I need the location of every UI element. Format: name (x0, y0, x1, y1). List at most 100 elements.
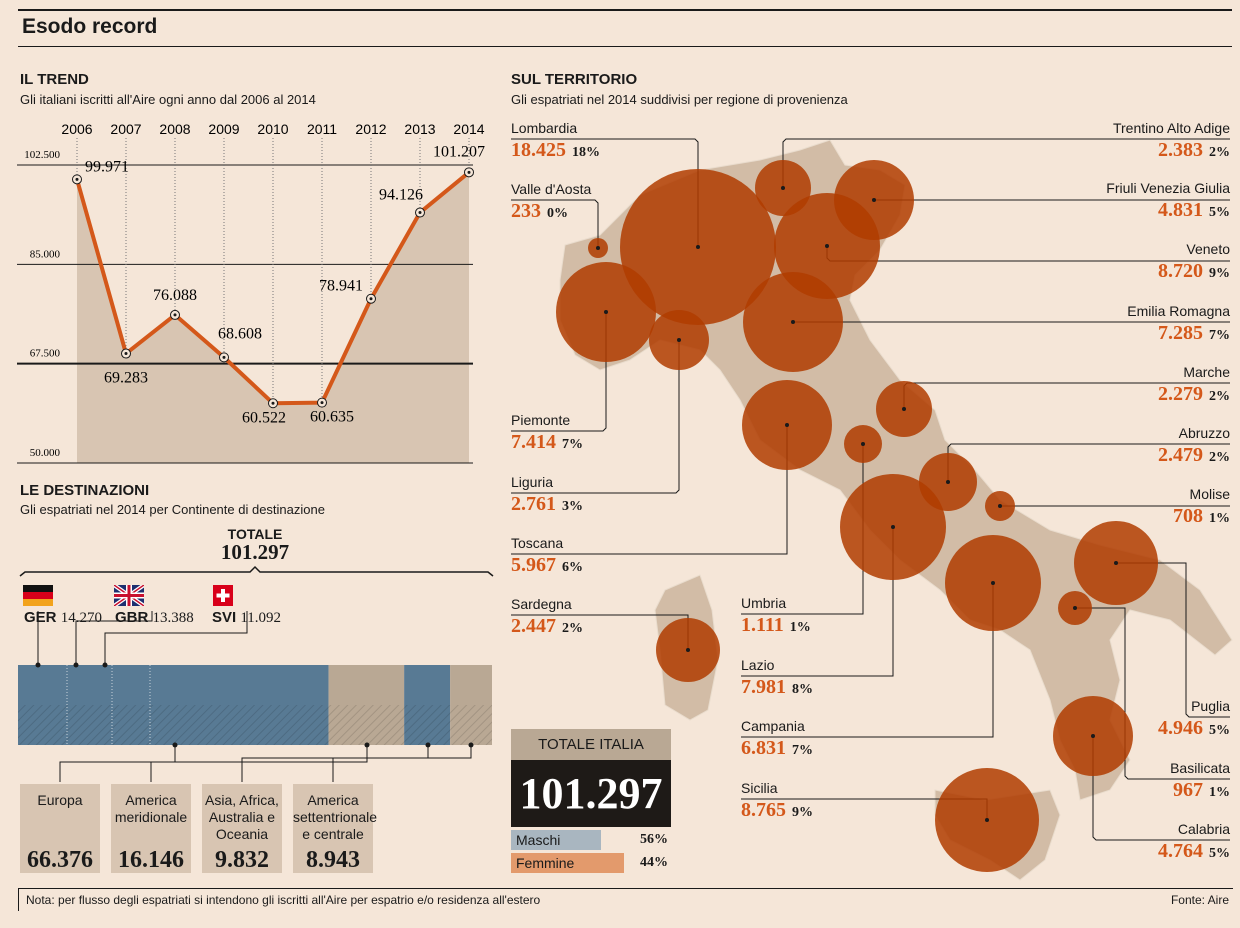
leader-dot (102, 662, 108, 668)
region-value: 8.765 (741, 799, 786, 821)
region-value: 708 (1173, 505, 1203, 527)
y-tick-label: 67.500 (30, 348, 61, 360)
total-label: TOTALE (227, 526, 283, 542)
x-tick-label: 2006 (61, 121, 92, 137)
bubble-center-dot (604, 310, 608, 314)
region-label-puglia: Puglia 4.946 5% (1158, 698, 1230, 740)
totale-italia-label: TOTALE ITALIA (511, 729, 671, 761)
continent-name: America meridionale (114, 792, 188, 825)
footer-note: Nota: per flusso degli espatriati si int… (26, 893, 541, 907)
bar-segment-hatch (450, 705, 492, 745)
trend-heading: IL TREND (20, 71, 89, 88)
region-label-marche: Marche 2.279 2% (1158, 364, 1230, 406)
region-label-friuli-venezia-giulia: Friuli Venezia Giulia 4.831 5% (1106, 180, 1230, 222)
region-value: 5.967 (511, 554, 556, 576)
trend-subtitle: Gli italiani iscritti all'Aire ogni anno… (20, 92, 316, 107)
totale-italia-value: 101.297 (511, 760, 671, 827)
region-pct: 2% (1209, 145, 1230, 160)
female-pct: 44% (640, 855, 668, 870)
region-label-lombardia: Lombardia 18.425 18% (511, 120, 600, 162)
region-pct: 6% (562, 560, 583, 575)
region-value: 2.761 (511, 493, 556, 515)
region-value: 967 (1173, 779, 1203, 801)
leader-piemonte (511, 312, 607, 432)
country-value: 14.270 (60, 610, 102, 626)
male-label: Maschi (516, 832, 561, 848)
leader-dot (73, 662, 79, 668)
data-label: 101.207 (433, 143, 485, 160)
x-tick-label: 2011 (307, 121, 337, 137)
destinations-bar (18, 565, 494, 782)
region-name: Valle d'Aosta (511, 181, 592, 197)
region-value: 4.946 (1158, 717, 1203, 739)
region-label-sicilia: Sicilia 8.765 9% (741, 780, 813, 822)
continent-box-america-meridionale: America meridionale 16.146 (111, 784, 191, 873)
region-label-abruzzo: Abruzzo 2.479 2% (1158, 425, 1230, 467)
country-code: GER (24, 609, 57, 626)
region-value: 18.425 (511, 139, 566, 161)
region-name: Umbria (741, 595, 787, 611)
uk-flag (114, 585, 144, 606)
y-tick-label: 102.500 (24, 149, 60, 161)
x-tick-label: 2010 (257, 121, 288, 137)
region-pct: 18% (572, 145, 600, 160)
region-name: Sardegna (511, 596, 572, 612)
region-name: Calabria (1177, 821, 1230, 837)
switzerland-flag (213, 585, 233, 606)
country-leader (75, 611, 153, 665)
continent-leader (59, 745, 176, 782)
x-tick-label: 2009 (208, 121, 239, 137)
trend-chart: 102.500 85.000 67.500 50.000 2006 2007 2008 200… (17, 121, 485, 464)
data-label: 94.126 (379, 187, 423, 204)
bubble-center-dot (791, 320, 795, 324)
region-name: Veneto (1186, 241, 1230, 257)
region-value: 2.279 (1158, 383, 1203, 405)
region-value: 7.981 (741, 676, 786, 698)
bubble-center-dot (677, 338, 681, 342)
data-point-center (467, 170, 471, 174)
continent-value: 16.146 (118, 847, 184, 873)
country-gbr: GBR 13.388 (115, 609, 194, 627)
region-value: 4.764 (1158, 840, 1203, 862)
region-pct: 2% (1209, 389, 1230, 404)
continent-box-america-settentrionale: America settentrionale e centrale 8.943 (293, 784, 377, 873)
bubble-center-dot (946, 480, 950, 484)
region-label-molise: Molise 708 1% (1173, 486, 1230, 528)
region-label-sardegna: Sardegna 2.447 2% (511, 596, 583, 638)
territory-subtitle: Gli espatriati nel 2014 suddivisi per re… (511, 92, 848, 107)
bubble-center-dot (1114, 561, 1118, 565)
region-name: Basilicata (1170, 760, 1230, 776)
data-point-center (369, 297, 373, 301)
region-name: Toscana (511, 535, 564, 551)
region-pct: 7% (792, 743, 813, 758)
data-label: 69.283 (104, 370, 148, 387)
bubble-center-dot (991, 581, 995, 585)
region-name: Piemonte (511, 412, 571, 428)
leader-dot (468, 742, 474, 748)
bubble-center-dot (902, 407, 906, 411)
leader-dot (425, 742, 431, 748)
x-tick-label: 2014 (453, 121, 484, 137)
bubble-center-dot (596, 246, 600, 250)
bubble-center-dot (1073, 606, 1077, 610)
continent-value: 9.832 (215, 847, 269, 873)
region-name: Liguria (511, 474, 554, 490)
region-pct: 3% (562, 499, 583, 514)
region-pct: 5% (1209, 205, 1230, 220)
continent-name: Asia, Africa, Australia e Oceania (205, 792, 279, 842)
male-bar (511, 830, 601, 850)
data-label: 76.088 (153, 287, 197, 304)
bubble-center-dot (825, 244, 829, 248)
region-value: 233 (511, 200, 541, 222)
region-value: 1.111 (741, 614, 784, 636)
region-value: 6.831 (741, 737, 786, 759)
region-value: 2.479 (1158, 444, 1203, 466)
x-tick-label: 2008 (159, 121, 190, 137)
region-pct: 2% (1209, 450, 1230, 465)
region-label-veneto: Veneto 8.720 9% (1158, 241, 1230, 283)
data-point-center (320, 401, 324, 405)
region-name: Lazio (741, 657, 775, 673)
country-svi: SVI 11.092 (212, 609, 281, 627)
destinations-heading: LE DESTINAZIONI (20, 482, 150, 499)
